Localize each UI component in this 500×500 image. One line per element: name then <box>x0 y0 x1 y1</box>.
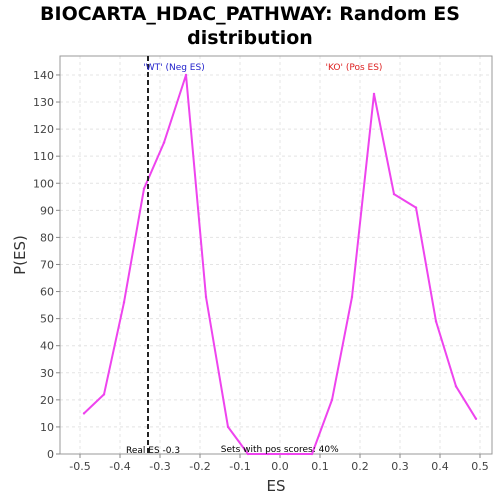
x-tick-label: 0.2 <box>351 460 369 473</box>
es-data-point <box>414 206 418 209</box>
annotation-layer: 'WT' (Neg ES) 'KO' (Pos ES) Real ES -0.3… <box>126 56 382 456</box>
y-tick-label: 130 <box>33 96 54 109</box>
es-data-point <box>204 295 208 299</box>
es-data-point <box>310 452 314 456</box>
y-tick-label: 60 <box>40 286 54 299</box>
y-tick-label: 40 <box>40 340 54 353</box>
x-tick-label: -0.2 <box>189 460 210 473</box>
es-data-point <box>246 452 250 456</box>
x-tick-label: -0.4 <box>109 460 130 473</box>
y-tick-label: 70 <box>40 258 54 271</box>
chart-title: BIOCARTA_HDAC_PATHWAY: Random ES distrib… <box>0 2 500 50</box>
es-data-point <box>286 452 290 456</box>
x-tick-label: -0.3 <box>149 460 170 473</box>
es-data-point <box>82 412 86 415</box>
series-layer <box>82 73 478 456</box>
es-data-point <box>392 192 396 196</box>
es-data-point <box>162 141 166 144</box>
pos-scores-label: Sets with pos scores: 40% <box>221 445 339 455</box>
x-tick-label: 0.4 <box>431 460 449 473</box>
es-data-point <box>266 452 270 456</box>
grid-layer <box>60 56 492 455</box>
es-data-point <box>454 385 458 388</box>
x-tick-label: -0.5 <box>69 460 90 473</box>
chart-title-line1: BIOCARTA_HDAC_PATHWAY: Random ES <box>40 3 460 25</box>
plot-area-border <box>59 55 493 455</box>
y-tick-label: 100 <box>33 177 54 190</box>
es-data-point <box>102 393 106 396</box>
es-data-point <box>372 92 376 96</box>
es-data-point <box>434 320 438 323</box>
y-tick-label: 140 <box>33 69 54 82</box>
es-distribution-line <box>83 74 477 455</box>
real-es-label: Real ES -0.3 <box>126 446 180 456</box>
es-data-point <box>184 73 188 77</box>
es-data-point <box>226 425 230 429</box>
es-data-point <box>330 398 334 402</box>
y-tick-label: 10 <box>40 421 54 434</box>
x-tick-label: 0.0 <box>271 460 289 473</box>
tick-layer: -0.5 -0.4 -0.3 -0.2 -0.1 0.0 0.1 0.2 0.3 0.4 0.5 0 1… <box>33 69 489 473</box>
x-tick-label: 0.3 <box>391 460 409 473</box>
x-axis-label: ES <box>267 477 286 495</box>
es-data-point <box>350 295 354 299</box>
y-tick-label: 0 <box>47 448 54 461</box>
neg-es-label: 'WT' (Neg ES) <box>143 63 204 73</box>
y-axis-label: P(ES) <box>11 235 29 275</box>
x-tick-label: 0.1 <box>311 460 329 473</box>
y-tick-label: 30 <box>40 367 54 380</box>
pos-es-label: 'KO' (Pos ES) <box>326 63 383 73</box>
es-data-point <box>142 187 146 190</box>
x-tick-label: -0.1 <box>229 460 250 473</box>
x-tick-label: 0.5 <box>471 460 489 473</box>
y-tick-label: 50 <box>40 313 54 326</box>
y-tick-label: 80 <box>40 231 54 244</box>
es-data-point <box>474 417 478 421</box>
y-tick-label: 110 <box>33 150 54 163</box>
y-tick-label: 20 <box>40 394 54 407</box>
y-tick-label: 90 <box>40 204 54 217</box>
es-data-point <box>122 301 126 304</box>
y-tick-label: 120 <box>33 123 54 136</box>
chart-title-line2: distribution <box>187 27 313 49</box>
